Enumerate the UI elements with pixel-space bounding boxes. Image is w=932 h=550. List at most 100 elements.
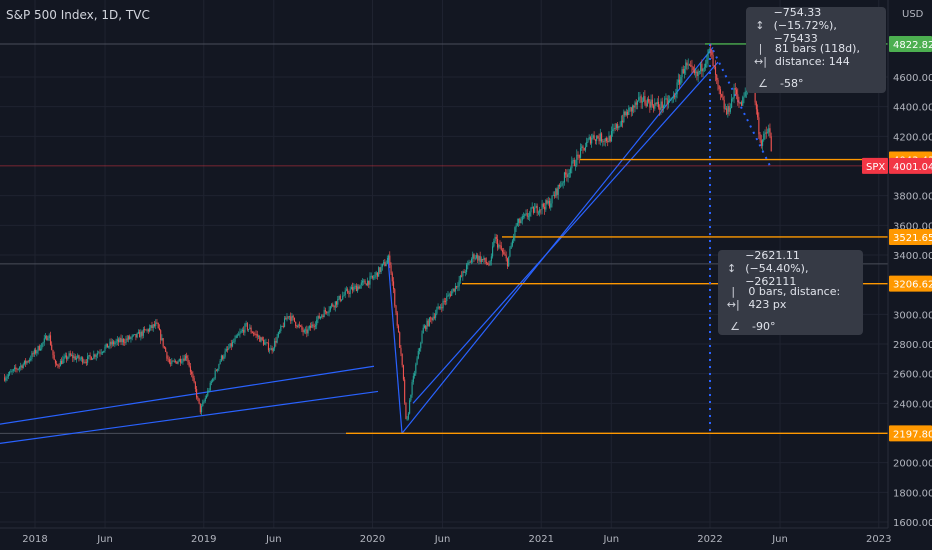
candle-body	[631, 105, 634, 112]
candle-body	[160, 330, 162, 341]
candle-body	[365, 283, 367, 286]
candle-body	[282, 326, 284, 327]
candle-body	[222, 355, 224, 359]
candle-body	[308, 325, 310, 329]
candle-body	[243, 329, 245, 333]
candle-body	[210, 381, 213, 383]
candle-body	[437, 306, 439, 310]
candle-body	[300, 325, 302, 327]
candle-body	[613, 127, 615, 130]
candle-body	[576, 154, 578, 166]
candle-body	[225, 349, 227, 352]
candle-body	[401, 353, 403, 366]
candle-body	[215, 370, 217, 372]
candle-body	[479, 256, 481, 262]
candle-body	[46, 336, 48, 341]
candle-body	[178, 358, 180, 362]
candle-body	[762, 140, 764, 146]
candle-body	[477, 255, 479, 261]
candle-body	[334, 301, 336, 308]
candle-body	[560, 185, 562, 187]
candle-body	[490, 256, 492, 262]
candle-body	[539, 209, 541, 213]
candle-body	[146, 329, 148, 331]
measure-change: −754.33 (−15.72%), −75433	[773, 6, 837, 45]
candle-body	[586, 141, 588, 147]
candle-body	[80, 357, 83, 359]
candle-body	[189, 366, 191, 372]
candle-body	[366, 280, 369, 286]
candle-body	[144, 329, 146, 330]
candle-body	[251, 332, 253, 334]
candle-body	[556, 188, 558, 195]
candle-body	[105, 343, 107, 347]
candle-body	[380, 266, 382, 273]
candle-body	[179, 358, 182, 363]
candle-body	[431, 318, 433, 321]
candle-body	[217, 368, 219, 371]
candle-body	[88, 355, 90, 357]
candle-body	[383, 262, 385, 264]
candle-body	[170, 362, 172, 364]
candle-body	[62, 359, 64, 364]
candle-body	[192, 374, 194, 379]
candle-body	[43, 338, 45, 343]
time-tick-label: 2023	[866, 534, 891, 545]
candle-body	[515, 225, 517, 228]
candle-body	[654, 103, 656, 109]
candle-body	[591, 137, 593, 144]
candle-body	[82, 357, 84, 363]
candle-body	[454, 286, 457, 292]
candle-body	[427, 320, 429, 326]
candle-body	[74, 356, 76, 360]
candle-body	[259, 336, 261, 342]
candle-body	[501, 249, 504, 253]
candle-body	[597, 136, 599, 139]
candle-body	[114, 342, 116, 345]
candle-body	[397, 325, 400, 333]
candle-body	[386, 259, 388, 264]
candle-body	[721, 94, 723, 97]
candle-body	[120, 338, 122, 343]
candle-body	[49, 335, 52, 345]
candle-body	[158, 328, 161, 331]
candle-body	[488, 264, 490, 266]
candle-body	[675, 94, 677, 98]
candle-body	[364, 280, 366, 284]
candle-body	[224, 351, 226, 357]
candle-body	[245, 323, 247, 325]
candle-body	[208, 390, 210, 392]
candle-body	[118, 339, 120, 343]
candle-body	[182, 358, 184, 362]
price-label-text: 3521.65	[893, 233, 932, 244]
candle-body	[558, 185, 561, 187]
candle-body	[593, 135, 595, 140]
candle-body	[521, 216, 523, 221]
candle-body	[18, 367, 21, 369]
candle-body	[628, 107, 630, 115]
candle-body	[85, 361, 87, 363]
candle-body	[519, 218, 521, 223]
candle-body	[537, 212, 539, 214]
candle-body	[493, 241, 495, 247]
candle-body	[410, 394, 412, 401]
candle-body	[227, 349, 229, 350]
candle-body	[63, 356, 65, 360]
measure-tooltip-top: ↕ −754.33 (−15.72%), −75433 |↔| 81 bars (1…	[746, 6, 886, 93]
candle-body	[194, 382, 196, 389]
candle-body	[61, 360, 63, 364]
candle-body	[155, 322, 157, 326]
candle-body	[765, 132, 767, 134]
candle-body	[430, 317, 432, 319]
candle-body	[553, 195, 556, 197]
candle-body	[550, 203, 552, 208]
candle-body	[129, 336, 131, 339]
candle-body	[307, 328, 309, 334]
candle-body	[37, 346, 39, 352]
candle-body	[518, 218, 520, 223]
candle-body	[672, 96, 674, 98]
candle-body	[770, 136, 772, 152]
candle-body	[275, 340, 277, 343]
candle-body	[598, 138, 600, 142]
